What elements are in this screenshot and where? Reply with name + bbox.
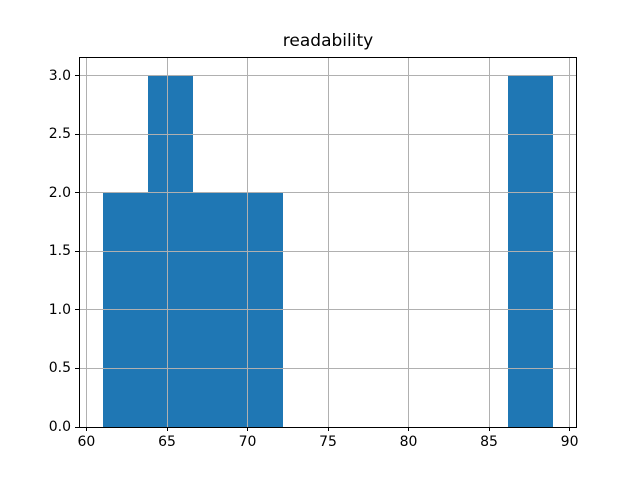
x-tick-mark bbox=[488, 427, 490, 431]
x-tick-mark bbox=[85, 427, 87, 431]
x-tick-mark bbox=[569, 427, 571, 431]
y-gridline bbox=[80, 75, 576, 77]
x-tick-mark bbox=[247, 427, 248, 431]
y-tick-label: 1.0 bbox=[48, 301, 71, 318]
y-tick-mark bbox=[75, 250, 79, 252]
x-tick-label: 70 bbox=[238, 434, 257, 450]
x-tick-label: 60 bbox=[77, 434, 96, 450]
y-gridline bbox=[80, 367, 576, 369]
y-tick-mark bbox=[75, 309, 79, 311]
y-tick-label: 0.5 bbox=[48, 360, 71, 377]
x-tick-mark bbox=[408, 427, 409, 431]
x-gridline bbox=[488, 58, 490, 427]
y-gridline bbox=[80, 133, 576, 135]
x-gridline bbox=[569, 58, 571, 427]
x-gridline bbox=[166, 58, 168, 427]
y-gridline bbox=[80, 309, 576, 311]
y-gridline bbox=[80, 250, 576, 252]
x-gridline bbox=[247, 58, 248, 427]
y-tick-mark bbox=[75, 367, 79, 369]
chart-title: readability bbox=[282, 31, 374, 51]
plot-area bbox=[79, 57, 577, 428]
x-tick-label: 65 bbox=[158, 434, 176, 450]
x-tick-mark bbox=[166, 427, 168, 431]
y-gridline bbox=[80, 426, 576, 427]
x-gridline bbox=[327, 58, 329, 427]
y-tick-label: 2.5 bbox=[48, 126, 71, 143]
x-tick-label: 85 bbox=[480, 434, 498, 450]
y-tick-mark bbox=[75, 133, 79, 135]
y-tick-mark bbox=[75, 192, 79, 194]
x-tick-label: 80 bbox=[399, 434, 418, 450]
y-gridline bbox=[80, 192, 576, 194]
y-tick-mark bbox=[75, 75, 79, 77]
x-gridline bbox=[408, 58, 409, 427]
y-tick-label: 3.0 bbox=[48, 67, 71, 84]
x-gridline bbox=[85, 58, 87, 427]
x-tick-mark bbox=[327, 427, 329, 431]
y-tick-label: 2.0 bbox=[48, 184, 71, 201]
y-tick-mark bbox=[75, 426, 79, 428]
x-tick-label: 75 bbox=[319, 434, 337, 450]
x-tick-label: 90 bbox=[560, 434, 579, 450]
y-tick-label: 1.5 bbox=[48, 243, 71, 260]
y-tick-label: 0.0 bbox=[48, 419, 71, 435]
